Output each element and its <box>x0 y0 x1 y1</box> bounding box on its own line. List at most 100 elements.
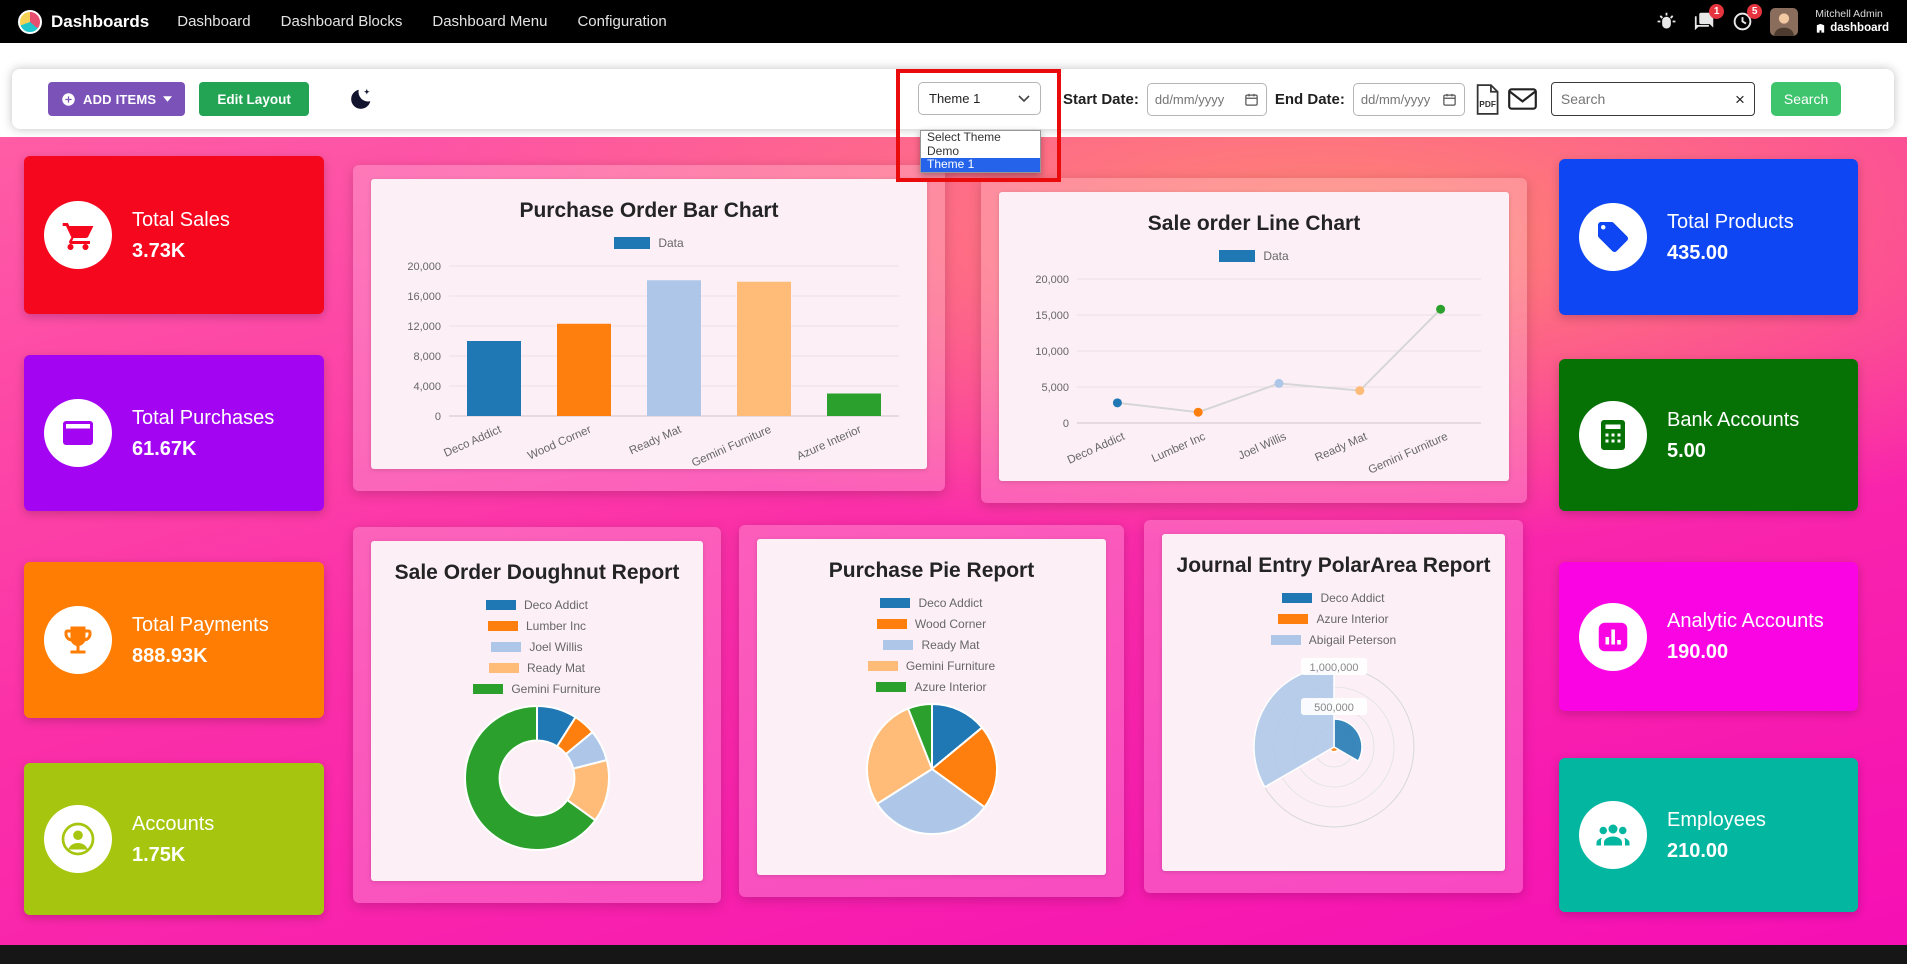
end-date-input[interactable] <box>1352 82 1465 116</box>
legend-item[interactable]: Wood Corner <box>876 617 986 631</box>
nav-item-dashboard[interactable]: Dashboard <box>177 13 251 30</box>
legend-swatch <box>473 684 504 694</box>
search-input[interactable] <box>1560 91 1729 107</box>
people-icon <box>1579 801 1647 869</box>
legend-item[interactable]: Azure Interior <box>876 680 987 694</box>
tile-value: 5.00 <box>1667 439 1706 462</box>
dark-mode-moon-icon[interactable] <box>347 86 374 113</box>
calendar-icon[interactable] <box>1442 92 1457 107</box>
nav-item-configuration[interactable]: Configuration <box>577 13 667 30</box>
start-date-field[interactable] <box>1154 91 1233 107</box>
theme-option-demo[interactable]: Demo <box>927 143 960 158</box>
svg-text:Joel Willis: Joel Willis <box>1237 431 1289 463</box>
legend-item[interactable]: Joel Willis <box>491 640 583 654</box>
kpi-tile-employees[interactable]: Employees 210.00 <box>1559 758 1858 912</box>
plus-circle-icon <box>62 92 75 106</box>
theme-select[interactable]: Theme 1 <box>918 82 1041 115</box>
dashboard-toolbar: ADD ITEMS Edit Layout Theme 1 Start Date… <box>12 69 1894 129</box>
legend-item[interactable]: Abigail Peterson <box>1270 633 1396 647</box>
add-items-label: ADD ITEMS <box>83 91 157 107</box>
nav-item-dashboard-blocks[interactable]: Dashboard Blocks <box>280 13 403 30</box>
svg-text:Lumber Inc: Lumber Inc <box>1150 431 1208 465</box>
theme-dropdown-list: Select Theme Demo Theme 1 <box>920 130 1041 173</box>
start-date-label: Start Date: <box>1063 90 1139 108</box>
top-navbar: Dashboards Dashboard Dashboard Blocks Da… <box>0 0 1907 43</box>
kpi-tile-total-payments[interactable]: Total Payments 888.93K <box>24 562 324 718</box>
tile-value: 61.67K <box>132 437 197 460</box>
legend-item[interactable]: Gemini Furniture <box>473 682 601 696</box>
svg-text:20,000: 20,000 <box>1035 274 1069 286</box>
kpi-tile-accounts[interactable]: Accounts 1.75K <box>24 763 324 915</box>
kpi-tile-bank-accounts[interactable]: Bank Accounts 5.00 <box>1559 359 1858 511</box>
svg-text:Gemini Furniture: Gemini Furniture <box>1367 431 1450 475</box>
legend-item[interactable]: Data <box>614 236 684 250</box>
legend-swatch <box>876 619 907 629</box>
svg-text:1,000,000: 1,000,000 <box>1309 662 1358 674</box>
tile-label: Total Products <box>1667 210 1794 233</box>
tile-value: 210.00 <box>1667 839 1729 862</box>
card-purchase-order-bar-chart: Purchase Order Bar Chart Data 0 4,000 8,00… <box>353 165 945 491</box>
tile-label: Employees <box>1667 808 1766 831</box>
tile-label: Total Purchases <box>132 406 275 429</box>
end-date-field[interactable] <box>1360 91 1439 107</box>
search-button[interactable]: Search <box>1770 82 1842 116</box>
messages-icon[interactable]: 1 <box>1694 4 1725 32</box>
legend-item[interactable]: Deco Addict <box>485 598 588 612</box>
user-menu[interactable]: Mitchell Admin dashboard <box>1815 7 1889 37</box>
tile-value: 1.75K <box>132 843 186 866</box>
start-date-input[interactable] <box>1146 82 1267 116</box>
company-name: dashboard <box>1830 21 1889 34</box>
add-items-button[interactable]: ADD ITEMS <box>48 82 186 116</box>
kpi-tile-analytic-accounts[interactable]: Analytic Accounts 190.00 <box>1559 562 1858 711</box>
legend-label: Joel Willis <box>529 640 583 654</box>
edit-layout-button[interactable]: Edit Layout <box>199 82 309 116</box>
activities-clock-icon[interactable]: 5 <box>1732 4 1763 32</box>
legend-label: Deco Addict <box>918 596 983 610</box>
legend-item[interactable]: Deco Addict <box>880 596 983 610</box>
tile-value: 3.73K <box>132 239 186 262</box>
theme-option-select-theme[interactable]: Select Theme <box>927 130 1001 144</box>
legend-item[interactable]: Azure Interior <box>1278 612 1389 626</box>
chart-legend: Data <box>371 236 927 250</box>
svg-text:16,000: 16,000 <box>407 291 441 303</box>
user-avatar[interactable] <box>1770 7 1799 36</box>
legend-swatch <box>1270 635 1301 645</box>
legend-swatch <box>883 640 914 650</box>
toolbar-strip: ADD ITEMS Edit Layout Theme 1 Start Date… <box>0 43 1907 137</box>
navbar-systray: 1 5 Mitchell Admin dashboard <box>1656 4 1889 37</box>
legend-label: Gemini Furniture <box>905 659 996 673</box>
card-purchase-pie-report: Purchase Pie Report Deco Addict Wood Corn… <box>739 525 1124 897</box>
trophy-icon <box>44 606 112 674</box>
app-title: Dashboards <box>51 11 150 31</box>
svg-text:Wood Corner: Wood Corner <box>526 424 593 463</box>
legend-item[interactable]: Lumber Inc <box>487 619 586 633</box>
nav-item-dashboard-menu[interactable]: Dashboard Menu <box>432 13 548 30</box>
bar-chart: 0 4,000 8,000 12,000 16,000 20,000 Deco Addict… <box>407 261 899 468</box>
legend-item[interactable]: Ready Mat <box>883 638 980 652</box>
pie-chart <box>865 702 998 835</box>
chart-legend: Deco Addict Lumber Inc Joel Willis Ready Ma… <box>371 598 703 696</box>
legend-swatch <box>487 621 518 631</box>
user-icon <box>44 805 112 873</box>
legend-item[interactable]: Deco Addict <box>1282 591 1385 605</box>
user-name: Mitchell Admin <box>1815 7 1883 20</box>
legend-label: Gemini Furniture <box>511 682 601 696</box>
svg-text:Deco Addict: Deco Addict <box>1066 430 1128 466</box>
kpi-tile-total-sales[interactable]: Total Sales 3.73K <box>24 156 324 314</box>
kpi-tile-total-purchases[interactable]: Total Purchases 61.67K <box>24 355 324 511</box>
legend-label: Ready Mat <box>526 661 586 675</box>
clear-search-icon[interactable]: × <box>1734 89 1745 109</box>
bug-icon[interactable] <box>1656 11 1677 32</box>
search-box[interactable]: × <box>1550 82 1755 116</box>
legend-item[interactable]: Data <box>1219 249 1289 263</box>
send-mail-icon[interactable] <box>1507 87 1537 111</box>
chart-legend: Data <box>999 249 1509 263</box>
app-brand[interactable]: Dashboards <box>18 9 150 34</box>
legend-item[interactable]: Gemini Furniture <box>867 659 996 673</box>
export-pdf-icon[interactable]: PDF <box>1473 83 1500 115</box>
tile-label: Accounts <box>132 812 215 835</box>
kpi-tile-total-products[interactable]: Total Products 435.00 <box>1559 159 1858 315</box>
legend-item[interactable]: Ready Mat <box>488 661 586 675</box>
theme-option-theme-1[interactable]: Theme 1 <box>921 157 1040 172</box>
calendar-icon[interactable] <box>1244 92 1259 107</box>
